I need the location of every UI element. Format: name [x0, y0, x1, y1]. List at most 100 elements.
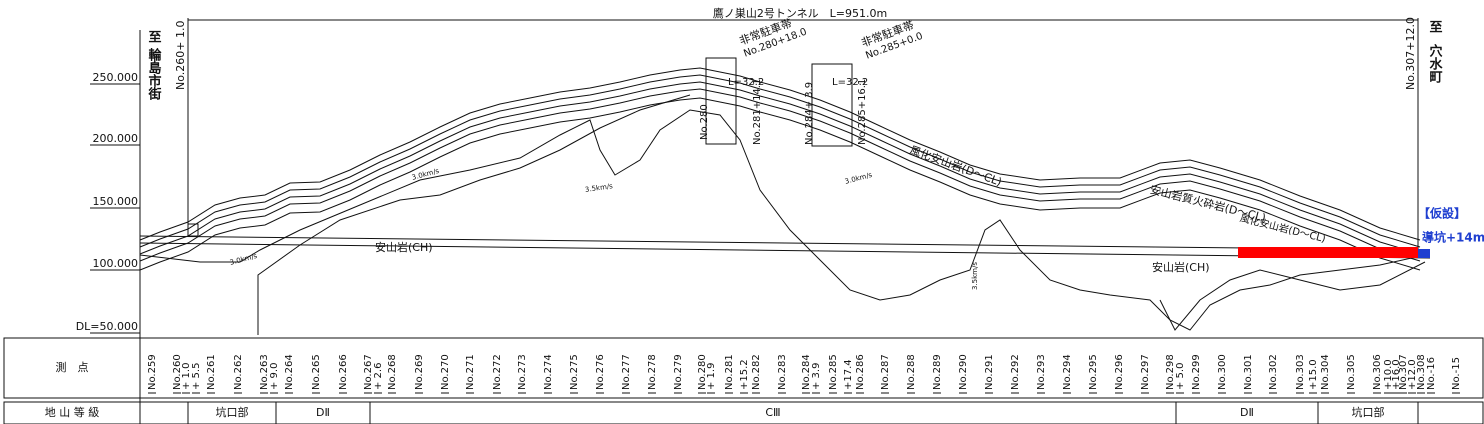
- station-label: No.293: [1036, 354, 1047, 390]
- station-label: No.278: [647, 354, 658, 390]
- table: 測 点 地 山 等 級: [3, 337, 1484, 424]
- station-label: +15.0: [1308, 359, 1319, 390]
- station-label: + 1.0: [181, 363, 192, 390]
- elevation-label: 150.000: [93, 195, 139, 208]
- station-label: No.300: [1217, 354, 1228, 390]
- tunnel-crown: [139, 235, 1431, 251]
- station-label: No.271: [465, 354, 476, 390]
- station-label: No.269: [414, 354, 425, 390]
- annotation: 風化安山岩(D～CL): [1239, 211, 1328, 245]
- annotation: 3.0km/s: [844, 171, 873, 186]
- station-label: +16.0: [1391, 359, 1402, 390]
- pilot-tunnel-extension: [1418, 249, 1430, 258]
- station-label: No.277: [621, 354, 632, 390]
- station-label: No.305: [1346, 354, 1357, 390]
- station-label: No.-15: [1451, 357, 1462, 390]
- station-label: No.261: [206, 354, 217, 390]
- title: 鷹ノ巣山2号トンネル L=951.0m: [713, 6, 887, 20]
- station-row: [3, 337, 1484, 399]
- station-label: No.263: [259, 354, 270, 390]
- station-label: No.264: [284, 354, 295, 390]
- annotation: L=32.2: [832, 77, 868, 88]
- station-label: No.296: [1114, 354, 1125, 390]
- pilot-tunnel: [1238, 247, 1418, 258]
- velocity-line: [257, 94, 691, 335]
- annotation: 安山岩(CH): [375, 240, 433, 254]
- station-label: +15.2: [739, 359, 750, 390]
- station-label: + 2.6: [373, 363, 384, 390]
- station-label: No.299: [1191, 354, 1202, 390]
- station-label: No.303: [1295, 354, 1306, 390]
- ground-class: CⅢ: [765, 406, 780, 419]
- station-label: No.273: [517, 354, 528, 390]
- station-label: No.297: [1140, 354, 1151, 390]
- class-header: 地 山 等 級: [45, 405, 100, 419]
- start-place: 輪島市街: [146, 47, 163, 101]
- layer-line: [139, 74, 1421, 248]
- annotation: 導坑+14m: [1422, 230, 1484, 245]
- station-label: No.290: [958, 354, 969, 390]
- annotation: 3.5km/s: [971, 262, 979, 290]
- ground-lines: [139, 67, 1426, 335]
- annotation: No.280: [699, 104, 710, 140]
- station-label: No.308: [1416, 354, 1427, 390]
- annotation: No.281+14.1: [752, 79, 763, 145]
- elevation-label: 100.000: [93, 257, 139, 270]
- station-label: No.292: [1010, 354, 1021, 390]
- station-label: + 3.9: [811, 363, 822, 390]
- station-label: No.275: [569, 354, 580, 390]
- elevation-label: DL=50.000: [76, 320, 138, 333]
- layer-line: [139, 81, 1421, 255]
- annotation: 安山岩(CH): [1152, 260, 1210, 274]
- portal: [187, 223, 199, 237]
- parking-bay: [705, 57, 737, 145]
- velocity-line: [1159, 261, 1426, 331]
- station-label: No.306: [1372, 354, 1383, 390]
- station-label: No.265: [311, 354, 322, 390]
- end-to: 至: [1427, 20, 1443, 33]
- station-label: No.280: [697, 354, 708, 390]
- station-label: No.281: [724, 354, 735, 390]
- ground-surface: [139, 67, 1421, 241]
- station-header: 測 点: [56, 360, 89, 374]
- station-label: No.286: [855, 354, 866, 390]
- station-label: No.307: [1398, 354, 1409, 390]
- station-label: No.259: [147, 354, 158, 390]
- station-label: No.266: [338, 354, 349, 390]
- elevation-label: 250.000: [93, 71, 139, 84]
- station-label: No.287: [880, 354, 891, 390]
- station-label: No.291: [984, 354, 995, 390]
- station-label: No.262: [233, 354, 244, 390]
- start-station: No.260+ 1.0: [174, 21, 187, 90]
- station-label: No.302: [1268, 354, 1279, 390]
- end-station: No.307+12.0: [1404, 17, 1417, 90]
- elevation-label: 200.000: [93, 132, 139, 145]
- annotation: L=32.2: [728, 77, 764, 88]
- station-label: No.268: [387, 354, 398, 390]
- station-label: No.282: [751, 354, 762, 390]
- station-label: No.283: [777, 354, 788, 390]
- station-label: No.298: [1165, 354, 1176, 390]
- station-label: +10.0: [1383, 359, 1394, 390]
- annotation: No.285+16.1: [857, 79, 868, 145]
- table-cells: No.259 No.260+ 1.0 + 5.5 No.261 No.262 No.263…: [139, 354, 1462, 424]
- station-label: No.270: [440, 354, 451, 390]
- elevation-labels: 250.000 200.000 150.000 100.000 DL=50.000: [76, 71, 140, 334]
- station-label: No.295: [1088, 354, 1099, 390]
- station-label: No.276: [595, 354, 606, 390]
- station-label: No.279: [673, 354, 684, 390]
- station-label: No.304: [1320, 354, 1331, 390]
- start-to: 至: [146, 30, 162, 43]
- station-label: No.274: [543, 354, 554, 390]
- station-label: No.260: [172, 354, 183, 390]
- station-label: +12.0: [1407, 359, 1418, 390]
- tunnel-invert: [139, 242, 1431, 259]
- annotation: No.284+ 3.9: [804, 82, 815, 145]
- end-place: 穴水町: [1427, 43, 1443, 84]
- station-label: No.285: [828, 354, 839, 390]
- ground-class: DⅡ: [1240, 406, 1254, 419]
- station-label: No.284: [801, 354, 812, 390]
- station-label: + 1.9: [706, 363, 717, 390]
- station-label: No.288: [906, 354, 917, 390]
